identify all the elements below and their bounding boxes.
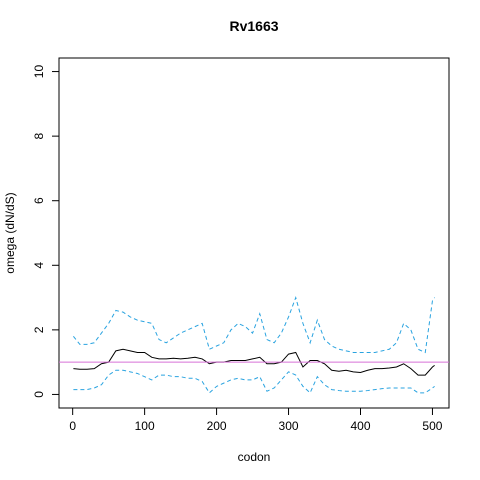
- y-tick-label: 0: [32, 391, 46, 398]
- y-tick-label: 6: [32, 197, 46, 204]
- plot-frame: [58, 57, 450, 409]
- x-tick-label: 300: [279, 419, 299, 433]
- x-tick-label: 100: [135, 419, 155, 433]
- chart-title: Rv1663: [229, 18, 278, 34]
- x-tick-label: 500: [422, 419, 442, 433]
- x-tick-label: 0: [69, 419, 76, 433]
- series-line: [73, 348, 435, 376]
- y-tick-label: 4: [32, 262, 46, 269]
- series-line: [73, 295, 436, 354]
- series-line: [73, 369, 435, 394]
- x-axis-label: codon: [238, 450, 271, 464]
- x-tick-label: 200: [207, 419, 227, 433]
- y-tick-label: 8: [32, 132, 46, 139]
- y-tick-label: 2: [32, 326, 46, 333]
- y-tick-label: 10: [32, 65, 46, 79]
- y-axis-label: omega (dN/dS): [3, 192, 17, 273]
- x-tick-label: 400: [350, 419, 370, 433]
